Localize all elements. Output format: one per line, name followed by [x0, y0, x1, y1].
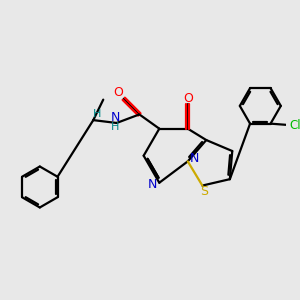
- Text: N: N: [189, 152, 199, 165]
- Text: S: S: [200, 185, 208, 198]
- Text: H: H: [111, 122, 119, 132]
- Text: Cl: Cl: [290, 118, 300, 132]
- Text: H: H: [92, 109, 101, 119]
- Text: N: N: [110, 111, 120, 124]
- Text: O: O: [114, 86, 124, 99]
- Text: N: N: [148, 178, 157, 190]
- Text: O: O: [183, 92, 193, 105]
